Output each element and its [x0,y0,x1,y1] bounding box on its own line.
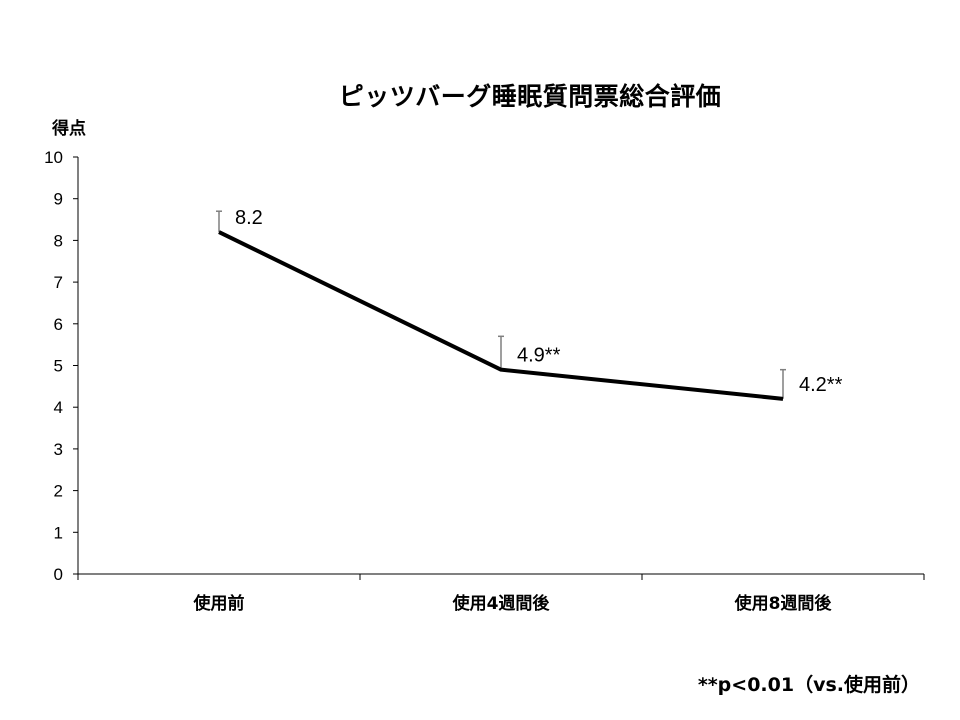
y-tick-label: 9 [54,190,63,209]
chart-title: ピッツバーグ睡眠質問票総合評価 [338,82,722,111]
data-label: 4.2** [799,374,843,396]
y-tick-label: 8 [54,231,63,250]
y-tick-label: 10 [44,148,63,167]
y-tick-label: 2 [54,482,63,501]
y-tick-label: 7 [54,273,63,292]
y-tick-label: 5 [54,357,63,376]
x-category-label: 使用4週間後 [452,593,551,614]
y-tick-label: 4 [54,398,63,417]
y-tick-label: 1 [54,523,63,542]
x-category-label: 使用前 [193,593,245,614]
y-tick-label: 0 [54,565,63,584]
significance-footnote: **p<0.01（vs.使用前） [697,674,920,696]
y-tick-label: 3 [54,440,63,459]
y-axis-unit-label: 得点 [52,119,86,139]
series-line [218,230,784,401]
data-label: 4.9** [517,345,561,367]
y-tick-label: 6 [54,315,63,334]
data-label: 8.2 [235,207,263,229]
x-category-label: 使用8週間後 [734,593,833,614]
